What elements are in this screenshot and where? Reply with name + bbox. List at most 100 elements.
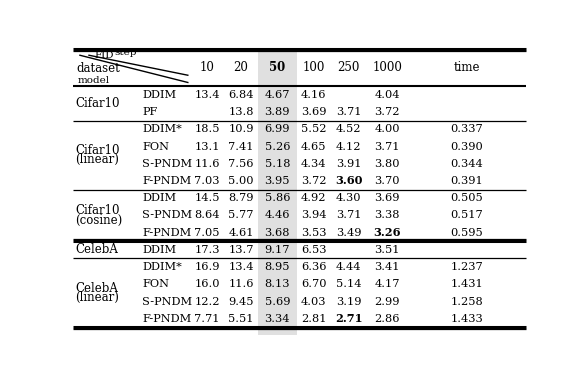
Text: FID: FID (95, 51, 115, 60)
Text: 11.6: 11.6 (194, 159, 220, 169)
Text: 100: 100 (302, 61, 325, 74)
Text: FON: FON (143, 141, 170, 152)
Text: 7.71: 7.71 (194, 314, 220, 324)
Text: 0.337: 0.337 (450, 124, 483, 134)
Text: 5.26: 5.26 (264, 141, 290, 152)
Text: 0.505: 0.505 (450, 193, 483, 203)
Text: PF: PF (143, 107, 158, 117)
Text: CelebA: CelebA (75, 282, 118, 295)
Text: 4.61: 4.61 (228, 227, 254, 238)
Text: 18.5: 18.5 (194, 124, 220, 134)
Text: 8.79: 8.79 (228, 193, 254, 203)
Text: 3.71: 3.71 (336, 211, 362, 220)
Text: 4.00: 4.00 (374, 124, 400, 134)
Text: 3.71: 3.71 (374, 141, 400, 152)
Text: 7.56: 7.56 (228, 159, 254, 169)
Text: 4.17: 4.17 (374, 279, 400, 290)
Text: 9.45: 9.45 (228, 297, 254, 306)
Text: (linear): (linear) (75, 153, 119, 166)
Text: 7.03: 7.03 (194, 176, 220, 186)
Text: 0.390: 0.390 (450, 141, 483, 152)
Text: 6.36: 6.36 (301, 262, 326, 272)
Text: 8.13: 8.13 (264, 279, 290, 290)
Text: 1000: 1000 (373, 61, 402, 74)
Text: DDIM*: DDIM* (143, 262, 183, 272)
Text: 3.34: 3.34 (264, 314, 290, 324)
Text: 6.53: 6.53 (301, 245, 326, 255)
Text: 5.52: 5.52 (301, 124, 326, 134)
Text: 4.12: 4.12 (336, 141, 362, 152)
Text: 3.53: 3.53 (301, 227, 326, 238)
Text: 3.41: 3.41 (374, 262, 400, 272)
Text: 9.17: 9.17 (264, 245, 290, 255)
Text: 3.94: 3.94 (301, 211, 326, 220)
Text: 5.86: 5.86 (264, 193, 290, 203)
Text: 0.595: 0.595 (450, 227, 483, 238)
Text: 4.44: 4.44 (336, 262, 362, 272)
Text: 3.26: 3.26 (374, 227, 401, 238)
Text: 5.18: 5.18 (264, 159, 290, 169)
Text: 1.433: 1.433 (450, 314, 483, 324)
Text: 2.71: 2.71 (335, 313, 363, 324)
Text: 4.03: 4.03 (301, 297, 326, 306)
Text: 10: 10 (199, 61, 215, 74)
Text: 3.49: 3.49 (336, 227, 362, 238)
Text: 2.99: 2.99 (374, 297, 400, 306)
Text: 16.9: 16.9 (194, 262, 220, 272)
Text: 4.34: 4.34 (301, 159, 326, 169)
Text: 0.391: 0.391 (450, 176, 483, 186)
Text: 4.16: 4.16 (301, 90, 326, 100)
Text: 1.237: 1.237 (450, 262, 483, 272)
Text: 2.81: 2.81 (301, 314, 326, 324)
Text: Cifar10: Cifar10 (75, 144, 120, 157)
Text: 7.05: 7.05 (194, 227, 220, 238)
Text: 3.95: 3.95 (264, 176, 290, 186)
Text: 1.258: 1.258 (450, 297, 483, 306)
Text: 3.70: 3.70 (374, 176, 400, 186)
Text: 3.68: 3.68 (264, 227, 290, 238)
Text: 13.4: 13.4 (194, 90, 220, 100)
Text: 3.69: 3.69 (301, 107, 326, 117)
Text: 0.344: 0.344 (450, 159, 483, 169)
Text: 5.69: 5.69 (264, 297, 290, 306)
Text: 5.77: 5.77 (228, 211, 254, 220)
Text: 8.64: 8.64 (194, 211, 220, 220)
Text: 0.517: 0.517 (450, 211, 483, 220)
Text: Cifar10: Cifar10 (75, 97, 120, 110)
Text: F-PNDM: F-PNDM (143, 314, 192, 324)
Text: 10.9: 10.9 (228, 124, 254, 134)
Text: 13.7: 13.7 (228, 245, 254, 255)
Text: S-PNDM: S-PNDM (143, 297, 192, 306)
Text: 4.30: 4.30 (336, 193, 362, 203)
Text: model: model (78, 76, 110, 85)
Text: 6.84: 6.84 (228, 90, 254, 100)
Text: 13.4: 13.4 (228, 262, 254, 272)
Text: step: step (115, 48, 137, 57)
Text: 4.92: 4.92 (301, 193, 326, 203)
Text: 6.70: 6.70 (301, 279, 326, 290)
Text: 16.0: 16.0 (194, 279, 220, 290)
Text: S-PNDM: S-PNDM (143, 211, 192, 220)
Text: 4.04: 4.04 (374, 90, 400, 100)
Text: DDIM: DDIM (143, 193, 177, 203)
Text: 3.38: 3.38 (374, 211, 400, 220)
Text: 1.431: 1.431 (450, 279, 483, 290)
Text: F-PNDM: F-PNDM (143, 176, 192, 186)
Text: 5.00: 5.00 (228, 176, 254, 186)
Text: 50: 50 (269, 61, 285, 74)
Text: 17.3: 17.3 (194, 245, 220, 255)
Text: 5.14: 5.14 (336, 279, 362, 290)
Text: time: time (453, 61, 480, 74)
Text: dataset: dataset (77, 62, 121, 75)
Text: 8.95: 8.95 (264, 262, 290, 272)
Text: 13.8: 13.8 (228, 107, 254, 117)
Text: CelebA: CelebA (75, 243, 118, 256)
Text: 3.19: 3.19 (336, 297, 362, 306)
Text: 7.41: 7.41 (228, 141, 254, 152)
Text: 2.86: 2.86 (374, 314, 400, 324)
Text: (cosine): (cosine) (75, 214, 123, 227)
Text: DDIM: DDIM (143, 245, 177, 255)
Text: 4.46: 4.46 (264, 211, 290, 220)
Text: 12.2: 12.2 (194, 297, 220, 306)
Text: 5.51: 5.51 (228, 314, 254, 324)
